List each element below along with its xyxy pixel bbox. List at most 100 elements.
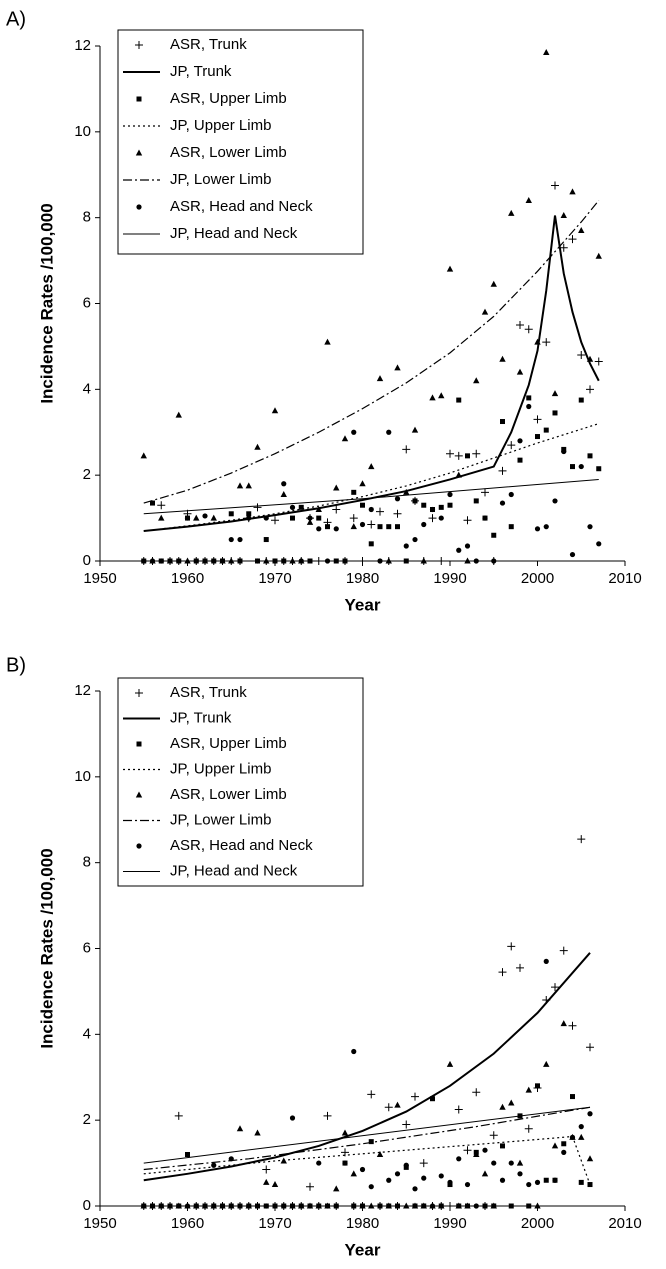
legend-label: ASR, Lower Limb [170, 786, 287, 803]
square-marker [403, 558, 409, 564]
triangle-marker [516, 1159, 524, 1166]
y-tick-label: 12 [74, 682, 91, 699]
triangle-marker [341, 1129, 349, 1136]
circle-marker [228, 536, 234, 543]
panel-title: B) [6, 654, 26, 676]
y-tick-label: 4 [83, 380, 91, 397]
circle-marker [202, 513, 208, 519]
circle-marker [552, 1177, 558, 1183]
circle-marker [219, 1203, 226, 1209]
circle-marker [333, 1203, 339, 1209]
x-tick-label: 2010 [608, 570, 641, 587]
circle-marker [403, 1162, 409, 1168]
plus-marker [577, 835, 586, 844]
square-marker [578, 1179, 584, 1185]
plus-marker [271, 516, 279, 525]
square-marker [150, 500, 155, 506]
circle-marker [237, 536, 243, 543]
legend-marker [135, 149, 143, 156]
plus-marker [376, 507, 384, 516]
triangle-marker [411, 426, 419, 433]
plus-marker [498, 466, 507, 475]
y-tick-label: 2 [83, 1111, 91, 1128]
triangle-marker [534, 1202, 541, 1209]
plus-marker [472, 1088, 481, 1097]
triangle-marker [289, 1202, 296, 1209]
triangle-marker [464, 1202, 471, 1209]
circle-marker [429, 1203, 436, 1209]
triangle-marker [403, 1202, 410, 1209]
square-marker [570, 1094, 575, 1100]
circle-marker [438, 515, 444, 521]
circle-marker [316, 526, 322, 532]
plus-marker [533, 415, 542, 424]
legend-label: JP, Head and Neck [170, 862, 298, 879]
square-marker [456, 397, 462, 403]
circle-marker [386, 429, 392, 435]
square-marker [386, 524, 392, 530]
legend-label: ASR, Upper Limb [170, 735, 287, 752]
square-marker [185, 1152, 190, 1157]
plus-marker [446, 449, 454, 458]
circle-marker [552, 498, 558, 504]
square-marker [351, 1203, 357, 1209]
triangle-marker [201, 557, 209, 564]
square-marker [368, 541, 374, 547]
circle-marker [316, 1160, 322, 1166]
panel-title: A) [6, 8, 26, 30]
triangle-marker [236, 482, 244, 489]
square-marker [307, 558, 313, 564]
square-marker [430, 1096, 435, 1102]
triangle-marker [359, 1202, 366, 1209]
circle-marker [456, 1156, 462, 1162]
circle-marker [359, 521, 366, 528]
square-marker [360, 502, 365, 508]
circle-marker [141, 1203, 147, 1209]
square-marker [447, 502, 453, 508]
square-marker [333, 558, 339, 564]
plus-marker [174, 1111, 183, 1120]
triangle-marker [499, 355, 506, 362]
circle-marker [298, 558, 304, 564]
circle-marker [342, 558, 348, 564]
triangle-marker [324, 338, 331, 345]
triangle-marker [368, 1202, 375, 1209]
circle-marker [386, 1177, 392, 1183]
circle-marker [499, 500, 506, 506]
circle-marker [298, 1203, 304, 1209]
square-marker [517, 457, 523, 463]
circle-marker [587, 524, 593, 530]
circle-marker [473, 558, 479, 564]
triangle-marker [333, 1185, 340, 1192]
legend-label: JP, Lower Limb [170, 171, 271, 188]
triangle-marker [341, 435, 349, 442]
x-tick-label: 1990 [433, 570, 466, 587]
circle-marker [508, 491, 514, 498]
legend-label: ASR, Trunk [170, 684, 247, 701]
square-marker [491, 532, 497, 538]
square-marker [421, 502, 427, 508]
y-tick-label: 6 [83, 939, 91, 956]
panel: B) Incidence Rates /100,000 Year 0 2 4 6 8 10 12 1… [6, 654, 642, 1259]
triangle-marker [271, 1181, 279, 1188]
triangle-marker [543, 1060, 550, 1067]
circle-marker [368, 1184, 374, 1190]
square-marker [570, 464, 575, 470]
legend-marker [136, 741, 142, 747]
plus-marker [341, 1148, 349, 1157]
triangle-marker [280, 490, 287, 497]
plus-marker [314, 557, 323, 565]
circle-marker [359, 1166, 366, 1173]
plus-marker [463, 1146, 472, 1155]
triangle-marker [210, 514, 217, 521]
triangle-marker [438, 1202, 445, 1209]
plus-marker [402, 445, 411, 454]
triangle-marker [578, 1133, 585, 1140]
circle-marker [491, 1160, 497, 1166]
circle-marker [412, 1186, 418, 1192]
circle-marker [263, 515, 269, 521]
square-marker [543, 1177, 549, 1183]
circle-marker [447, 1179, 453, 1185]
circle-marker [184, 515, 191, 521]
triangle-marker [228, 1202, 235, 1209]
